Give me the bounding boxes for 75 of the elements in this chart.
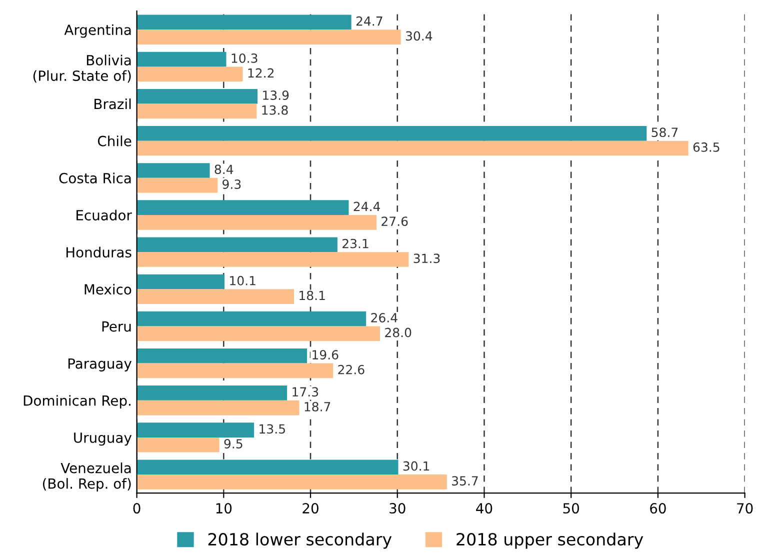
bar <box>136 289 294 304</box>
data-label: 13.5 <box>260 424 285 434</box>
bar <box>136 363 334 378</box>
y-tick-label: Chile <box>98 136 132 146</box>
data-label: 9.5 <box>224 439 242 448</box>
x-tick-label: 50 <box>563 503 579 514</box>
data-label: 10.1 <box>230 276 256 286</box>
bar <box>136 460 398 475</box>
bar <box>136 104 257 119</box>
data-label: 31.3 <box>414 254 440 264</box>
y-tick-label: Uruguay <box>74 432 132 446</box>
data-label: 9.3 <box>222 180 241 189</box>
data-label: 58.7 <box>652 128 678 138</box>
y-tick-label: Peru <box>102 321 131 332</box>
data-label: 22.6 <box>338 364 364 374</box>
bar <box>136 237 338 252</box>
y-tick-label: Bolivia (Plur. State of) <box>33 54 131 83</box>
data-label: 30.1 <box>403 461 430 471</box>
y-tick-label: Honduras <box>66 246 132 258</box>
legend-label: 2018 upper secondary <box>456 532 644 549</box>
bar <box>136 474 447 490</box>
y-tick-label: Mexico <box>84 284 132 295</box>
data-label: 13.9 <box>263 90 289 100</box>
x-tick-label: 10 <box>216 503 232 514</box>
bar <box>136 274 225 290</box>
data-label: 27.6 <box>382 216 408 226</box>
x-tick-label: 70 <box>737 503 753 514</box>
legend-label: 2018 lower secondary <box>208 532 392 549</box>
data-label: 19.6 <box>312 350 338 360</box>
data-label: 18.1 <box>300 290 325 300</box>
data-label: 28.0 <box>385 328 412 338</box>
bar <box>136 400 300 416</box>
bar <box>136 88 258 104</box>
y-tick-label: Argentina <box>64 24 131 38</box>
data-label: 13.8 <box>262 105 288 115</box>
data-label: 18.7 <box>304 402 330 412</box>
bar <box>136 214 377 230</box>
bar <box>136 30 401 44</box>
data-label: 17.3 <box>292 387 318 397</box>
bar <box>136 140 688 156</box>
bar <box>136 178 218 193</box>
x-tick-label: 30 <box>390 503 406 514</box>
bar <box>136 422 254 438</box>
x-tick-label: 0 <box>133 503 140 514</box>
data-label: 8.4 <box>214 164 234 174</box>
bar <box>136 126 647 141</box>
data-label: 23.1 <box>342 238 368 248</box>
x-tick-label: 20 <box>302 503 318 514</box>
data-label: 26.4 <box>371 312 398 322</box>
data-label: 10.3 <box>232 53 258 63</box>
bar <box>136 386 288 400</box>
bar <box>136 200 349 215</box>
bar <box>136 66 243 82</box>
bar <box>136 252 409 267</box>
y-tick-label: Brazil <box>94 98 131 110</box>
bar <box>136 348 308 364</box>
data-label: 12.2 <box>248 68 274 78</box>
data-label: 24.7 <box>356 16 382 26</box>
data-label: 30.4 <box>406 31 432 41</box>
x-tick-label: 40 <box>476 503 492 514</box>
y-tick-label: Costa Rica <box>59 172 131 184</box>
y-tick-label: Ecuador <box>76 210 132 220</box>
y-tick-label: Paraguay <box>68 358 132 372</box>
data-label: 63.5 <box>693 142 720 152</box>
bar <box>136 163 210 178</box>
bar <box>136 52 226 67</box>
x-tick-label: 60 <box>650 503 666 514</box>
bar <box>136 437 220 452</box>
bar <box>136 14 352 30</box>
y-tick-label: Venezuela (Bol. Rep. of) <box>42 462 131 492</box>
bar <box>136 326 380 342</box>
data-label: 35.7 <box>452 476 478 486</box>
y-tick-label: Dominican Rep. <box>24 395 130 409</box>
data-label: 24.4 <box>354 202 380 212</box>
bar <box>136 311 366 326</box>
